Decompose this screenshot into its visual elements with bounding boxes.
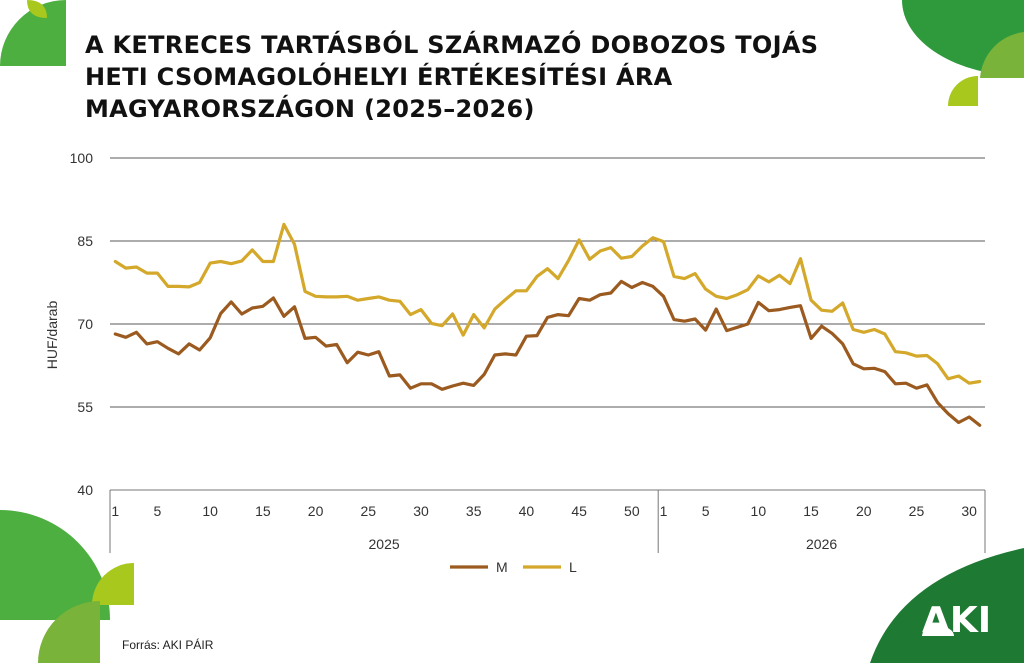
x-tick-label: 10 [202, 503, 218, 519]
chart-title-line-1: A KETRECES TARTÁSBÓL SZÁRMAZÓ DOBOZOS TO… [85, 31, 819, 59]
leaf-shape-icon [0, 510, 110, 620]
leaf-shape-icon [948, 76, 978, 106]
x-tick-label: 45 [571, 503, 587, 519]
y-tick-label: 70 [77, 316, 93, 332]
aki-logo: AKI [870, 548, 1024, 663]
x-tick-label: 50 [624, 503, 640, 519]
x-group-label: 2025 [369, 536, 400, 552]
leaf-shape-icon [0, 0, 66, 66]
x-tick-label: 20 [856, 503, 872, 519]
chart-title-line-3: MAGYARORSZÁGON (2025–2026) [85, 95, 535, 123]
x-group-label: 2026 [806, 536, 837, 552]
leaf-shape-icon [980, 32, 1024, 78]
decor-bottom-left [0, 510, 134, 663]
y-tick-label: 85 [77, 233, 93, 249]
legend-label-M: M [496, 559, 508, 575]
x-tick-label: 1 [660, 503, 668, 519]
decor-top-right [902, 0, 1024, 106]
x-tick-label: 1 [111, 503, 119, 519]
legend-label-L: L [569, 559, 577, 575]
decor-top-left [0, 0, 66, 66]
logo-sun-icon [922, 626, 954, 636]
y-tick-label: 100 [70, 150, 94, 166]
x-tick-label: 30 [413, 503, 429, 519]
series-line-L [113, 222, 982, 385]
x-tick-label: 5 [154, 503, 162, 519]
leaf-shape-icon [38, 601, 100, 663]
x-tick-label: 15 [255, 503, 271, 519]
x-tick-label: 15 [803, 503, 819, 519]
source-note: Forrás: AKI PÁIR [122, 638, 214, 652]
y-tick-label: 55 [77, 399, 93, 415]
x-tick-label: 30 [961, 503, 977, 519]
series-line-M [113, 279, 982, 427]
chart-title-line-2: HETI CSOMAGOLÓHELYI ÉRTÉKESÍTÉSI ÁRA [85, 63, 673, 91]
gridlines [110, 157, 985, 408]
leaf-shape-icon [92, 563, 134, 605]
x-tick-label: 5 [702, 503, 710, 519]
x-tick-label: 25 [909, 503, 925, 519]
y-axis-label: HUF/darab [44, 301, 60, 370]
series-lines [113, 222, 982, 427]
leaf-shape-icon [27, 0, 47, 18]
x-tick-label: 25 [360, 503, 376, 519]
x-tick-label: 20 [308, 503, 324, 519]
x-tick-label: 10 [751, 503, 767, 519]
y-tick-label: 40 [77, 482, 93, 498]
y-axis-ticks: 40 55 70 85 100 [70, 150, 94, 498]
x-tick-label: 40 [519, 503, 535, 519]
x-tick-label: 35 [466, 503, 482, 519]
